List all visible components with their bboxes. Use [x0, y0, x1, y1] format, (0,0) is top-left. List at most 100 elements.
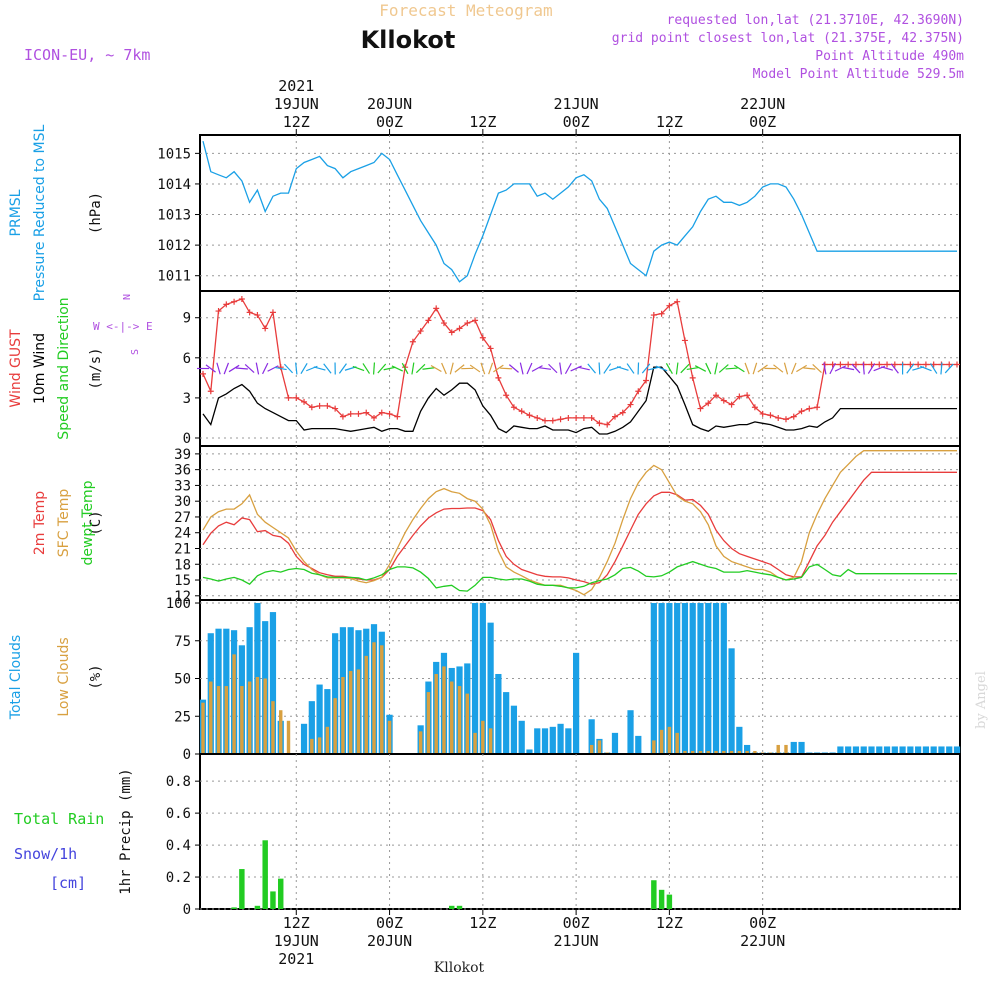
- wind-arrow: [283, 363, 294, 374]
- total-cloud-bar: [510, 705, 518, 754]
- wind-arrow: [616, 366, 629, 371]
- gust-point: [627, 401, 634, 408]
- y-tick-label: 6: [183, 351, 191, 367]
- low-cloud-bar: [737, 750, 742, 754]
- gust-point: [573, 414, 580, 421]
- wind-arrow: [577, 366, 590, 371]
- low-cloud-bar: [341, 677, 345, 754]
- y-axis-label: (m/s): [88, 347, 104, 389]
- total-cloud-bar: [876, 746, 883, 754]
- low-cloud-bar: [691, 750, 695, 754]
- low-cloud-bar: [714, 750, 718, 754]
- wind-arrow: [441, 362, 447, 375]
- panel-wind: 0 3 6 9 (m/s) Wind GUST 10m Wind Speed and Dire…: [8, 290, 961, 447]
- gust-point: [759, 410, 766, 417]
- gust-point: [378, 409, 385, 416]
- gust-point: [876, 361, 883, 368]
- wind-arrow: [255, 362, 260, 375]
- gust-point: [448, 329, 455, 336]
- gust-point: [954, 361, 960, 368]
- y-axis-label: (hPa): [88, 192, 104, 234]
- top-time-label: 20JUN: [367, 95, 412, 113]
- total-cloud-bar: [852, 746, 860, 754]
- bottom-time-label: 00Z: [749, 914, 776, 932]
- gust-point: [386, 410, 393, 417]
- y-tick-label: 0: [183, 431, 191, 447]
- total-cloud-bar: [557, 723, 564, 754]
- y-tick-label: 15: [174, 573, 191, 589]
- gust-point: [845, 361, 852, 368]
- total-cloud-bar: [681, 603, 689, 754]
- y-tick-label: 0.8: [166, 774, 191, 790]
- wind-arrow: [714, 362, 718, 375]
- gust-point: [347, 410, 354, 417]
- panel-label: PRMSL: [8, 189, 24, 236]
- wind-arrow: [920, 365, 932, 372]
- gust-point: [565, 414, 572, 421]
- gust-point: [798, 408, 805, 415]
- wind-arrow: [867, 363, 876, 374]
- wind-arrow: [244, 364, 255, 373]
- point-altitude: Point Altitude 490m: [815, 49, 964, 64]
- footer-location: Kllokot: [434, 960, 485, 976]
- wind-arrow: [881, 366, 893, 371]
- wind-arrow: [449, 362, 454, 375]
- panel-label: SFC Temp: [56, 489, 72, 558]
- total-cloud-bar: [503, 692, 510, 754]
- wind-arrow: [842, 366, 855, 371]
- low-cloud-bar: [310, 738, 314, 754]
- low-cloud-bar: [271, 701, 275, 754]
- total-cloud-bar: [922, 746, 930, 754]
- bottom-time-label: 20JUN: [367, 932, 412, 950]
- rain-bar: [456, 905, 463, 909]
- compass-we: W <-|-> E: [93, 320, 153, 333]
- low-cloud-bar: [418, 731, 423, 754]
- low-cloud-bar: [279, 710, 283, 754]
- wind-arrow: [940, 362, 943, 375]
- gust-point: [604, 421, 611, 428]
- low-cloud-bar: [317, 737, 322, 754]
- wind-arrow: [422, 367, 435, 370]
- bottom-time-label: 12Z: [283, 914, 310, 932]
- bottom-time-label: 22JUN: [740, 932, 785, 950]
- total-cloud-bar: [736, 726, 743, 754]
- bottom-time-label: 21JUN: [554, 932, 599, 950]
- y-tick-label: 75: [174, 634, 191, 650]
- y-tick-label: 1013: [157, 208, 191, 224]
- gust-point: [456, 325, 463, 332]
- wind-arrow: [300, 363, 308, 374]
- wind-arrow: [469, 364, 481, 373]
- total-cloud-bar: [868, 746, 875, 754]
- y-tick-label: 0.6: [166, 806, 191, 822]
- requested-coords: requested lon,lat (21.3710E, 42.3690N): [667, 13, 964, 28]
- model-label: ICON-EU, ~ 7km: [24, 46, 150, 64]
- gust-point: [262, 325, 269, 332]
- panel-label: dewpt Temp: [80, 480, 96, 565]
- wind-arrow: [626, 363, 635, 374]
- wind-arrow: [675, 362, 679, 375]
- low-cloud-bar: [247, 681, 252, 754]
- low-cloud-bar: [216, 686, 221, 754]
- gust-point: [635, 388, 642, 395]
- gust-point: [518, 408, 525, 415]
- gust-point: [503, 392, 510, 399]
- gust-point: [332, 405, 339, 412]
- wind-arrow: [680, 363, 690, 374]
- wind-arrow: [488, 362, 494, 375]
- location-title: Kllokot: [361, 26, 456, 54]
- gust-point: [705, 400, 712, 407]
- series-line-sfc-temp: [202, 450, 957, 596]
- bottom-time-label: 12Z: [469, 914, 496, 932]
- panel-label: 10m Wind: [32, 333, 48, 404]
- y-tick-label: 9: [183, 311, 191, 327]
- total-cloud-bar: [487, 622, 494, 754]
- wind-arrow: [803, 367, 816, 370]
- wind-arrow: [564, 362, 572, 375]
- gust-point: [324, 402, 331, 409]
- low-cloud-bar: [380, 645, 384, 754]
- rain-bar: [262, 840, 268, 909]
- wind-arrow: [500, 367, 513, 370]
- total-cloud-bar: [899, 746, 906, 754]
- gust-point: [596, 420, 603, 427]
- gust-point: [277, 364, 284, 371]
